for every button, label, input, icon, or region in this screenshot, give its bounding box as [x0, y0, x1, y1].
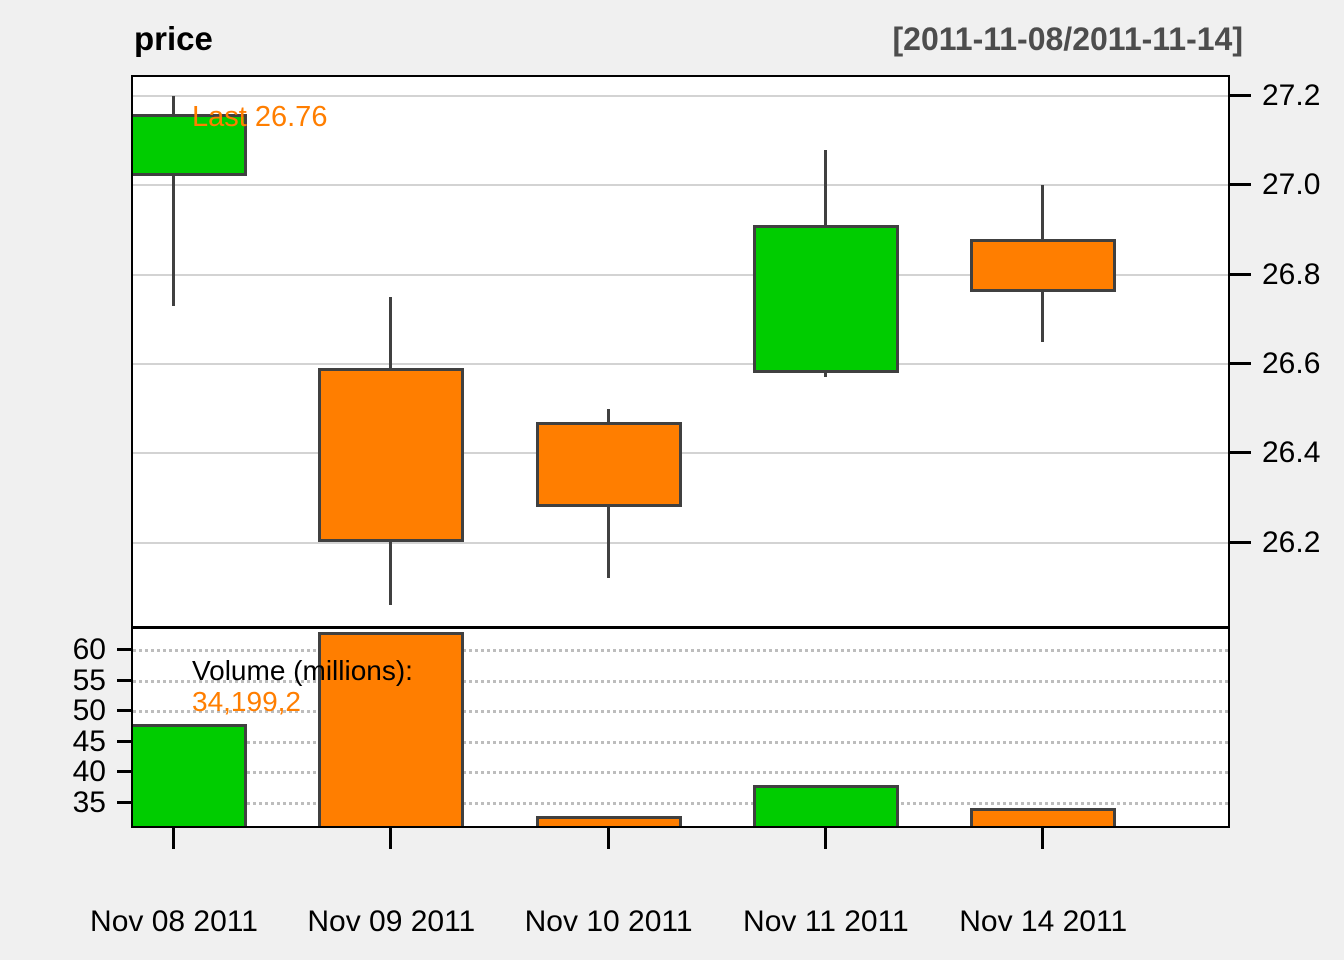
volume-axis-tick: [117, 739, 133, 743]
price-axis-label: 27.2: [1262, 79, 1321, 112]
volume-title-label: Volume (millions):: [192, 655, 413, 686]
volume-axis-label: 45: [72, 724, 106, 758]
candle-body: [318, 368, 465, 543]
x-axis-tick: [606, 828, 610, 849]
price-axis-label: 26.6: [1262, 346, 1321, 380]
volume-gridline: [133, 740, 1228, 744]
volume-axis-tick: [117, 678, 133, 682]
volume-gridline: [133, 679, 1228, 683]
last-price-label: Last 26.76: [192, 101, 328, 133]
price-panel: [131, 75, 1230, 626]
x-axis-tick: [823, 828, 827, 849]
price-gridline: [133, 541, 1228, 544]
volume-axis-label: 50: [72, 694, 106, 728]
volume-bar: [752, 785, 899, 826]
price-axis-tick: [1230, 540, 1251, 544]
volume-axis-label: 35: [72, 786, 106, 819]
volume-axis-tick: [117, 770, 133, 774]
volume-value-label: 34,199,2: [192, 686, 301, 717]
volume-bar: [133, 724, 247, 826]
price-gridline: [133, 362, 1228, 365]
candle-body: [535, 421, 682, 507]
price-axis-tick: [1230, 183, 1251, 187]
x-axis-tick: [172, 828, 175, 849]
x-axis-label: Nov 11 2011: [743, 905, 909, 938]
volume-axis-tick: [117, 801, 133, 804]
volume-panel: [131, 626, 1230, 828]
price-gridline: [133, 273, 1228, 276]
price-axis-label: 26.8: [1262, 257, 1321, 291]
price-axis-label: 26.4: [1262, 436, 1321, 470]
x-axis-tick: [1041, 828, 1045, 849]
price-axis-tick: [1230, 451, 1251, 455]
price-axis-label: 27.0: [1262, 168, 1321, 202]
candle-wick: [172, 96, 175, 306]
volume-gridline: [133, 649, 1228, 652]
x-axis-label: Nov 08 2011: [90, 905, 258, 938]
volume-axis-label: 40: [72, 755, 106, 789]
volume-axis-tick: [117, 648, 133, 651]
volume-axis-label: 55: [72, 663, 106, 697]
price-gridline: [133, 95, 1228, 97]
price-gridline: [133, 184, 1228, 187]
volume-axis-label: 60: [72, 633, 106, 666]
date-range-label: [2011-11-08/2011-11-14]: [892, 21, 1243, 57]
volume-gridline: [133, 710, 1228, 714]
chart-title: price: [134, 20, 213, 57]
x-axis-tick: [389, 828, 393, 849]
price-axis-tick: [1230, 272, 1251, 276]
price-axis-tick: [1230, 361, 1251, 365]
price-axis-tick: [1230, 94, 1251, 97]
volume-axis-tick: [117, 709, 133, 713]
volume-gridline: [133, 802, 1228, 805]
x-axis-label: Nov 14 2011: [959, 905, 1128, 938]
x-axis-label: Nov 10 2011: [524, 905, 693, 938]
candle-body: [970, 238, 1117, 293]
volume-bar: [970, 807, 1117, 826]
volume-bar: [535, 815, 682, 826]
volume-gridline: [133, 771, 1228, 775]
candle-body: [133, 113, 247, 177]
candle-body: [752, 225, 899, 373]
volume-bar: [318, 632, 465, 826]
x-axis-label: Nov 09 2011: [307, 905, 476, 938]
price-axis-label: 26.2: [1262, 525, 1321, 559]
